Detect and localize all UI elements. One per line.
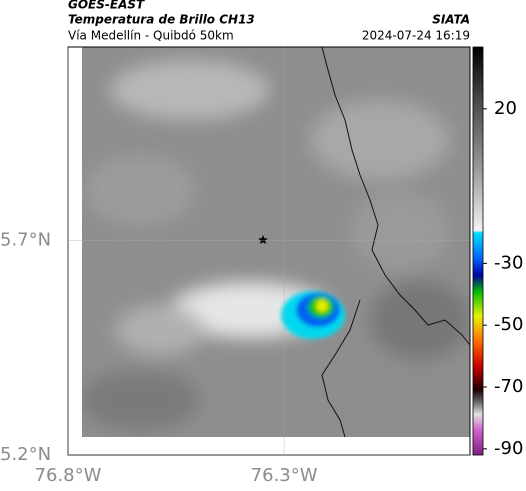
colorbar-label: -50 — [494, 314, 523, 335]
colorbar-label: -30 — [494, 252, 523, 273]
colorbar-label: -90 — [494, 438, 523, 459]
geo-axes: 76.8°W 76.3°W 5.7°N 5.2°N — [0, 47, 470, 486]
lat-label: 5.2°N — [0, 444, 51, 465]
lon-label: 76.3°W — [251, 465, 318, 486]
lon-label: 76.8°W — [35, 465, 102, 486]
colorbar-label: 20 — [494, 98, 517, 119]
title: GOES-EAST — [68, 0, 145, 12]
colorbar-label: -70 — [494, 376, 523, 397]
source: SIATA — [432, 13, 470, 27]
lat-label: 5.7°N — [0, 229, 51, 250]
subtitle: Temperatura de Brillo CH13 — [68, 13, 255, 27]
satellite-image — [82, 47, 470, 437]
location-marker — [258, 235, 268, 244]
route: Vía Medellín - Quibdó 50km — [68, 29, 234, 43]
colorbar-ticks: 20 -30 -50 -70 -90 — [483, 98, 523, 459]
colorbar — [472, 46, 484, 456]
timestamp: 2024-07-24 16:19 — [362, 29, 470, 43]
